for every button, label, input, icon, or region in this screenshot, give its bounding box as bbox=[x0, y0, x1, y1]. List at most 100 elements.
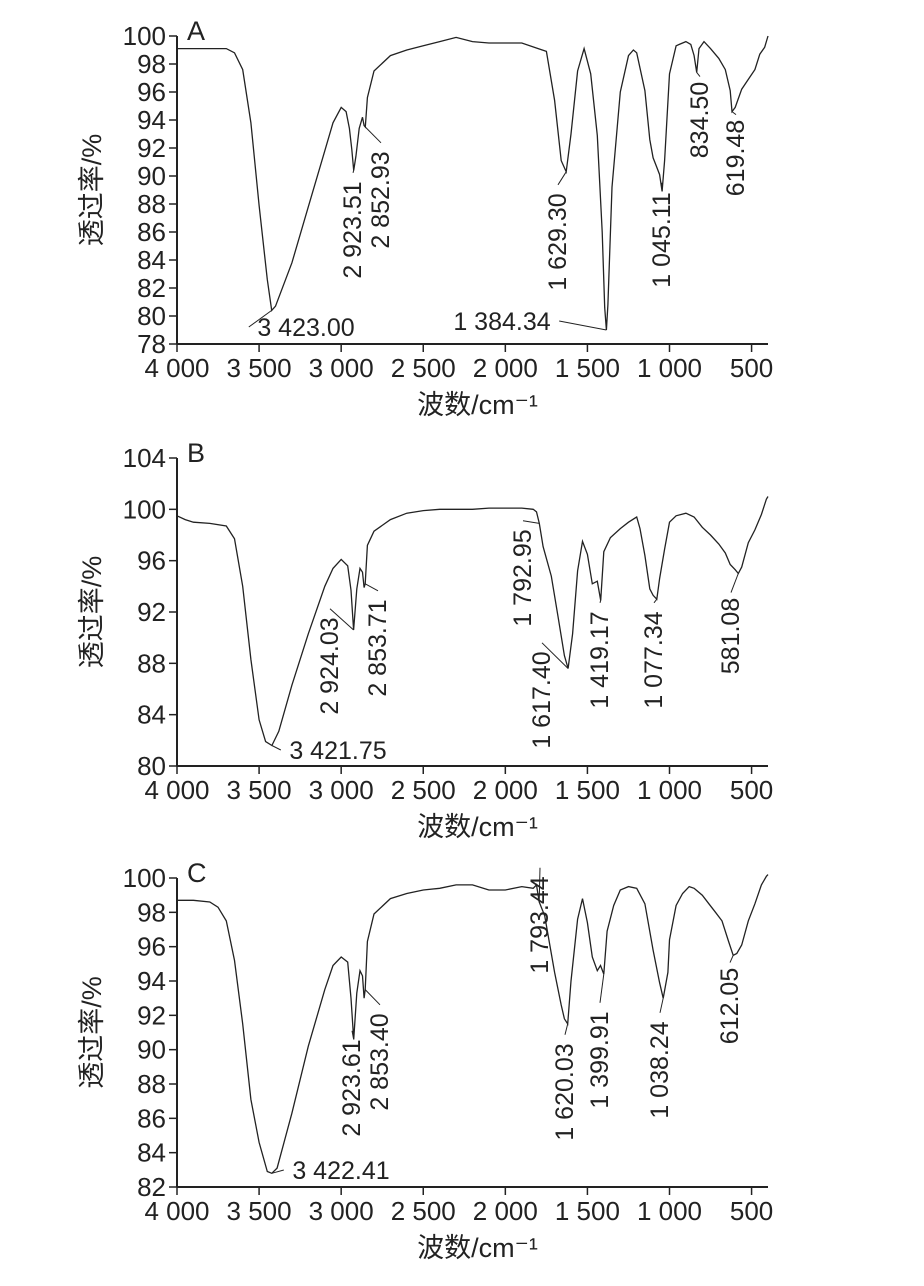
peak-leader-line bbox=[653, 598, 658, 604]
y-tick-label: 96 bbox=[137, 77, 166, 107]
y-tick-label: 100 bbox=[123, 863, 166, 893]
peak-label: 3 423.00 bbox=[257, 314, 354, 342]
y-tick-label: 98 bbox=[137, 49, 166, 79]
peak-label: 3 422.41 bbox=[292, 1157, 389, 1185]
peak-label: 1 045.11 bbox=[648, 192, 676, 287]
peak-leader-line bbox=[248, 309, 272, 328]
peak-leader-line bbox=[541, 642, 569, 669]
peak-label: 1 793.44 bbox=[526, 876, 554, 973]
peak-leader-line bbox=[696, 72, 701, 77]
peak-label: 1 038.24 bbox=[646, 1021, 674, 1118]
spectrum-line bbox=[177, 35, 769, 331]
x-tick-label: 1 500 bbox=[555, 1196, 620, 1226]
peak-leader-line bbox=[364, 583, 379, 592]
y-tick-label: 98 bbox=[137, 897, 166, 927]
peak-leader-line bbox=[559, 320, 607, 331]
y-tick-label: 84 bbox=[137, 1138, 166, 1168]
peak-leader-line bbox=[329, 608, 354, 631]
x-tick-label: 4 000 bbox=[144, 353, 209, 383]
y-tick-label: 84 bbox=[137, 245, 166, 275]
peak-leader-line bbox=[731, 111, 737, 115]
x-tick-label: 3 500 bbox=[227, 1196, 292, 1226]
y-axis-title: 透过率/% bbox=[77, 134, 107, 247]
x-tick-label: 3 000 bbox=[309, 775, 374, 805]
peak-label: 1 384.34 bbox=[453, 308, 550, 336]
spectrum-line bbox=[177, 874, 769, 1175]
x-tick-label: 1 000 bbox=[637, 353, 702, 383]
peak-label: 2 923.51 bbox=[339, 181, 367, 278]
x-tick-label: 500 bbox=[730, 1196, 773, 1226]
peak-label: 1 792.95 bbox=[509, 529, 537, 626]
y-tick-label: 86 bbox=[137, 1103, 166, 1133]
peak-label: 1 419.17 bbox=[586, 611, 614, 708]
y-tick-label: 78 bbox=[137, 329, 166, 359]
x-tick-label: 500 bbox=[730, 353, 773, 383]
peak-leader-line bbox=[271, 745, 282, 751]
x-tick-label: 2 500 bbox=[391, 353, 456, 383]
peak-leader-line bbox=[271, 1169, 284, 1174]
y-tick-label: 92 bbox=[137, 1000, 166, 1030]
peak-leader-line bbox=[659, 998, 664, 1013]
peak-leader-line bbox=[564, 1023, 569, 1035]
peak-leader-line bbox=[557, 171, 567, 186]
y-tick-label: 80 bbox=[137, 301, 166, 331]
x-tick-label: 2 000 bbox=[473, 1196, 538, 1226]
y-tick-label: 88 bbox=[137, 1069, 166, 1099]
x-tick-label: 2 000 bbox=[473, 775, 538, 805]
y-tick-label: 88 bbox=[137, 648, 166, 678]
x-axis-title: 波数/cm⁻¹ bbox=[417, 1233, 538, 1263]
x-tick-label: 500 bbox=[730, 775, 773, 805]
x-tick-label: 2 500 bbox=[391, 775, 456, 805]
x-axis-title: 波数/cm⁻¹ bbox=[417, 390, 538, 420]
y-tick-label: 82 bbox=[137, 273, 166, 303]
y-tick-label: 92 bbox=[137, 597, 166, 627]
peak-label: 1 617.40 bbox=[528, 651, 556, 748]
x-tick-label: 4 000 bbox=[144, 1196, 209, 1226]
peak-label: 2 852.93 bbox=[367, 151, 395, 248]
peak-label: 2 853.40 bbox=[366, 1013, 394, 1110]
peak-label: 1 629.30 bbox=[544, 193, 572, 290]
x-tick-label: 1 000 bbox=[637, 1196, 702, 1226]
x-tick-label: 3 500 bbox=[227, 353, 292, 383]
y-tick-label: 88 bbox=[137, 189, 166, 219]
y-tick-label: 100 bbox=[123, 21, 166, 51]
y-tick-label: 90 bbox=[137, 1035, 166, 1065]
peak-leader-line bbox=[599, 974, 605, 1003]
y-tick-label: 86 bbox=[137, 217, 166, 247]
x-tick-label: 2 500 bbox=[391, 1196, 456, 1226]
peak-leader-line bbox=[730, 573, 739, 593]
y-tick-label: 82 bbox=[137, 1172, 166, 1202]
peak-label: 2 853.71 bbox=[364, 599, 392, 696]
spectrum-line bbox=[176, 496, 769, 747]
y-tick-label: 92 bbox=[137, 133, 166, 163]
peak-leader-line bbox=[351, 1030, 355, 1040]
peak-leader-line bbox=[599, 600, 602, 603]
peak-leader-line bbox=[538, 867, 541, 903]
peak-label: 834.50 bbox=[686, 82, 714, 158]
y-tick-label: 100 bbox=[123, 494, 166, 524]
peak-leader-line bbox=[352, 170, 355, 173]
y-tick-label: 80 bbox=[137, 751, 166, 781]
y-axis-title: 透过率/% bbox=[77, 976, 107, 1089]
x-tick-label: 1 500 bbox=[555, 353, 620, 383]
peak-label: 1 077.34 bbox=[640, 611, 668, 708]
x-tick-label: 3 000 bbox=[309, 1196, 374, 1226]
y-tick-label: 84 bbox=[137, 700, 166, 730]
peak-label: 2 924.03 bbox=[316, 617, 344, 714]
x-axis-title: 波数/cm⁻¹ bbox=[417, 812, 538, 842]
x-tick-label: 3 500 bbox=[227, 775, 292, 805]
y-tick-label: 90 bbox=[137, 161, 166, 191]
y-tick-label: 94 bbox=[137, 105, 166, 135]
panel-letter: C bbox=[187, 858, 207, 888]
peak-label: 1 399.91 bbox=[586, 1011, 614, 1108]
x-tick-label: 4 000 bbox=[144, 775, 209, 805]
x-tick-label: 1 000 bbox=[637, 775, 702, 805]
peak-label: 2 923.61 bbox=[338, 1039, 366, 1136]
panel-c: 82 84 86 88 90 92 94 96 98 100 4 000 3 500 3 000 2 50… bbox=[77, 858, 773, 1263]
y-tick-label: 96 bbox=[137, 546, 166, 576]
peak-label: 3 421.75 bbox=[289, 737, 386, 765]
y-tick-label: 104 bbox=[123, 443, 166, 473]
x-tick-label: 3 000 bbox=[309, 353, 374, 383]
